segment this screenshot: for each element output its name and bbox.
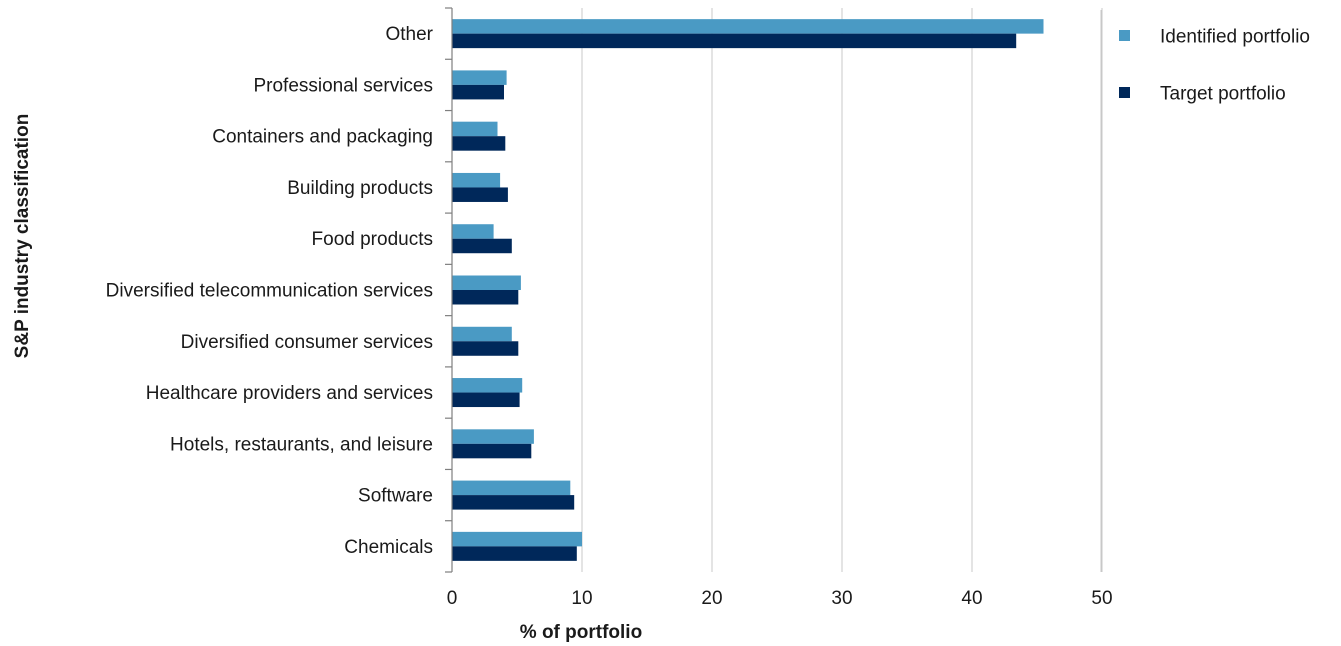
bar-identified: [452, 275, 521, 290]
bar-target: [452, 443, 532, 459]
bar-target: [452, 33, 1017, 49]
bar-identified: [452, 326, 512, 342]
bar-target: [452, 495, 575, 510]
bar-target: [452, 341, 519, 356]
legend-label: Identified portfolio: [1160, 27, 1310, 48]
bar-target: [452, 238, 512, 254]
bar-target: [452, 84, 504, 100]
bar-target: [452, 136, 506, 151]
legend-swatch-identified: [1119, 30, 1130, 41]
y-axis-title: S&P industry classification: [12, 114, 33, 359]
bar-target: [452, 392, 520, 408]
tick-labels: 0 10 20 30 40 50: [447, 588, 1113, 609]
category-label: Chemicals: [344, 537, 433, 558]
bars: [452, 19, 1044, 561]
x-tick-label: 0: [447, 588, 458, 609]
x-tick-label: 50: [1091, 588, 1112, 609]
category-label: Other: [385, 24, 433, 45]
bar-identified: [452, 480, 571, 496]
bar-identified: [452, 121, 498, 137]
x-tick-label: 20: [701, 588, 722, 609]
category-label: Building products: [287, 178, 433, 199]
bar-identified: [452, 378, 523, 393]
category-label: Healthcare providers and services: [146, 383, 433, 404]
bar-target: [452, 187, 508, 202]
x-tick-label: 30: [831, 588, 852, 609]
bar-target: [452, 546, 577, 561]
category-label: Hotels, restaurants, and leisure: [170, 434, 433, 455]
bar-identified: [452, 224, 494, 239]
legend-swatch-target: [1119, 87, 1130, 98]
category-label: Diversified telecommunication services: [106, 281, 433, 302]
gridlines: [581, 8, 1103, 572]
category-labels: Other Professional services Containers and…: [106, 24, 434, 558]
x-tick-label: 10: [571, 588, 592, 609]
category-label: Food products: [312, 229, 433, 250]
category-label: Containers and packaging: [212, 127, 433, 148]
category-label: Software: [358, 486, 433, 507]
category-label: Diversified consumer services: [181, 332, 433, 353]
bar-identified: [452, 70, 507, 85]
bar-target: [452, 290, 519, 305]
legend: Identified portfolio Target portfolio: [1100, 10, 1310, 572]
bar-identified: [452, 172, 501, 188]
axes: [445, 7, 453, 573]
legend-label: Target portfolio: [1160, 84, 1286, 105]
category-label: Professional services: [253, 75, 433, 96]
bar-identified: [452, 19, 1044, 34]
x-tick-label: 40: [961, 588, 982, 609]
bar-identified: [452, 531, 582, 547]
bar-identified: [452, 429, 534, 444]
x-axis-title: % of portfolio: [520, 622, 642, 643]
